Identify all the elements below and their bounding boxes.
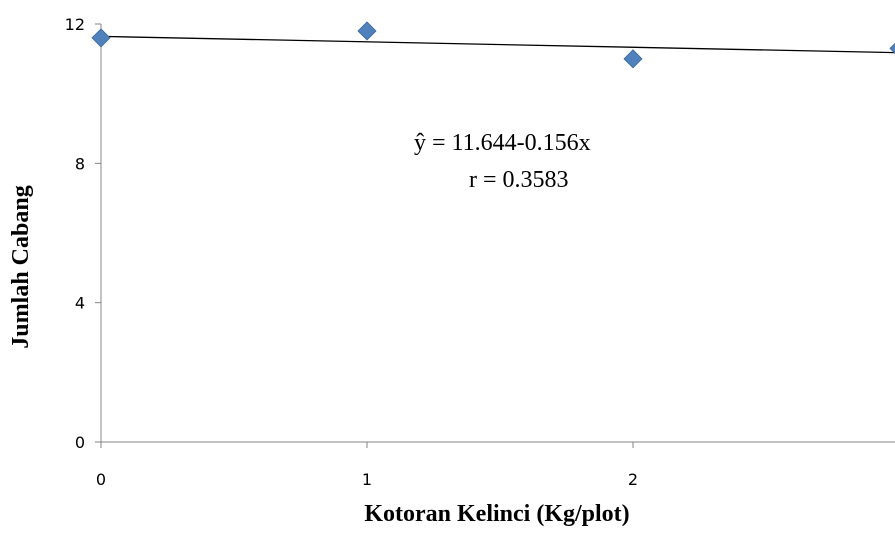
x-tick-label: 3 <box>894 470 895 489</box>
y-tick-label: 4 <box>75 294 85 313</box>
data-point <box>889 42 895 54</box>
y-tick-label: 0 <box>75 433 85 452</box>
data-point <box>357 21 377 41</box>
data-points <box>91 21 895 69</box>
data-point <box>623 49 643 69</box>
y-tick-label: 12 <box>65 15 85 34</box>
y-axis-ticks: 0 4 8 12 <box>65 15 101 452</box>
trend-line <box>100 35 895 54</box>
x-tick-label: 1 <box>362 470 372 489</box>
x-axis-title: Kotoran Kelinci (Kg/plot) <box>364 501 629 527</box>
x-axis-ticks: 0 1 2 3 <box>96 442 895 489</box>
y-tick-label: 8 <box>75 154 85 173</box>
y-axis-title: Jumlah Cabang <box>8 185 34 348</box>
correlation-coefficient: r = 0.3583 <box>469 167 569 193</box>
x-tick-label: 0 <box>96 470 106 489</box>
regression-equation: ŷ = 11.644-0.156x <box>414 130 591 156</box>
data-point <box>91 28 111 48</box>
x-tick-label: 2 <box>628 470 638 489</box>
